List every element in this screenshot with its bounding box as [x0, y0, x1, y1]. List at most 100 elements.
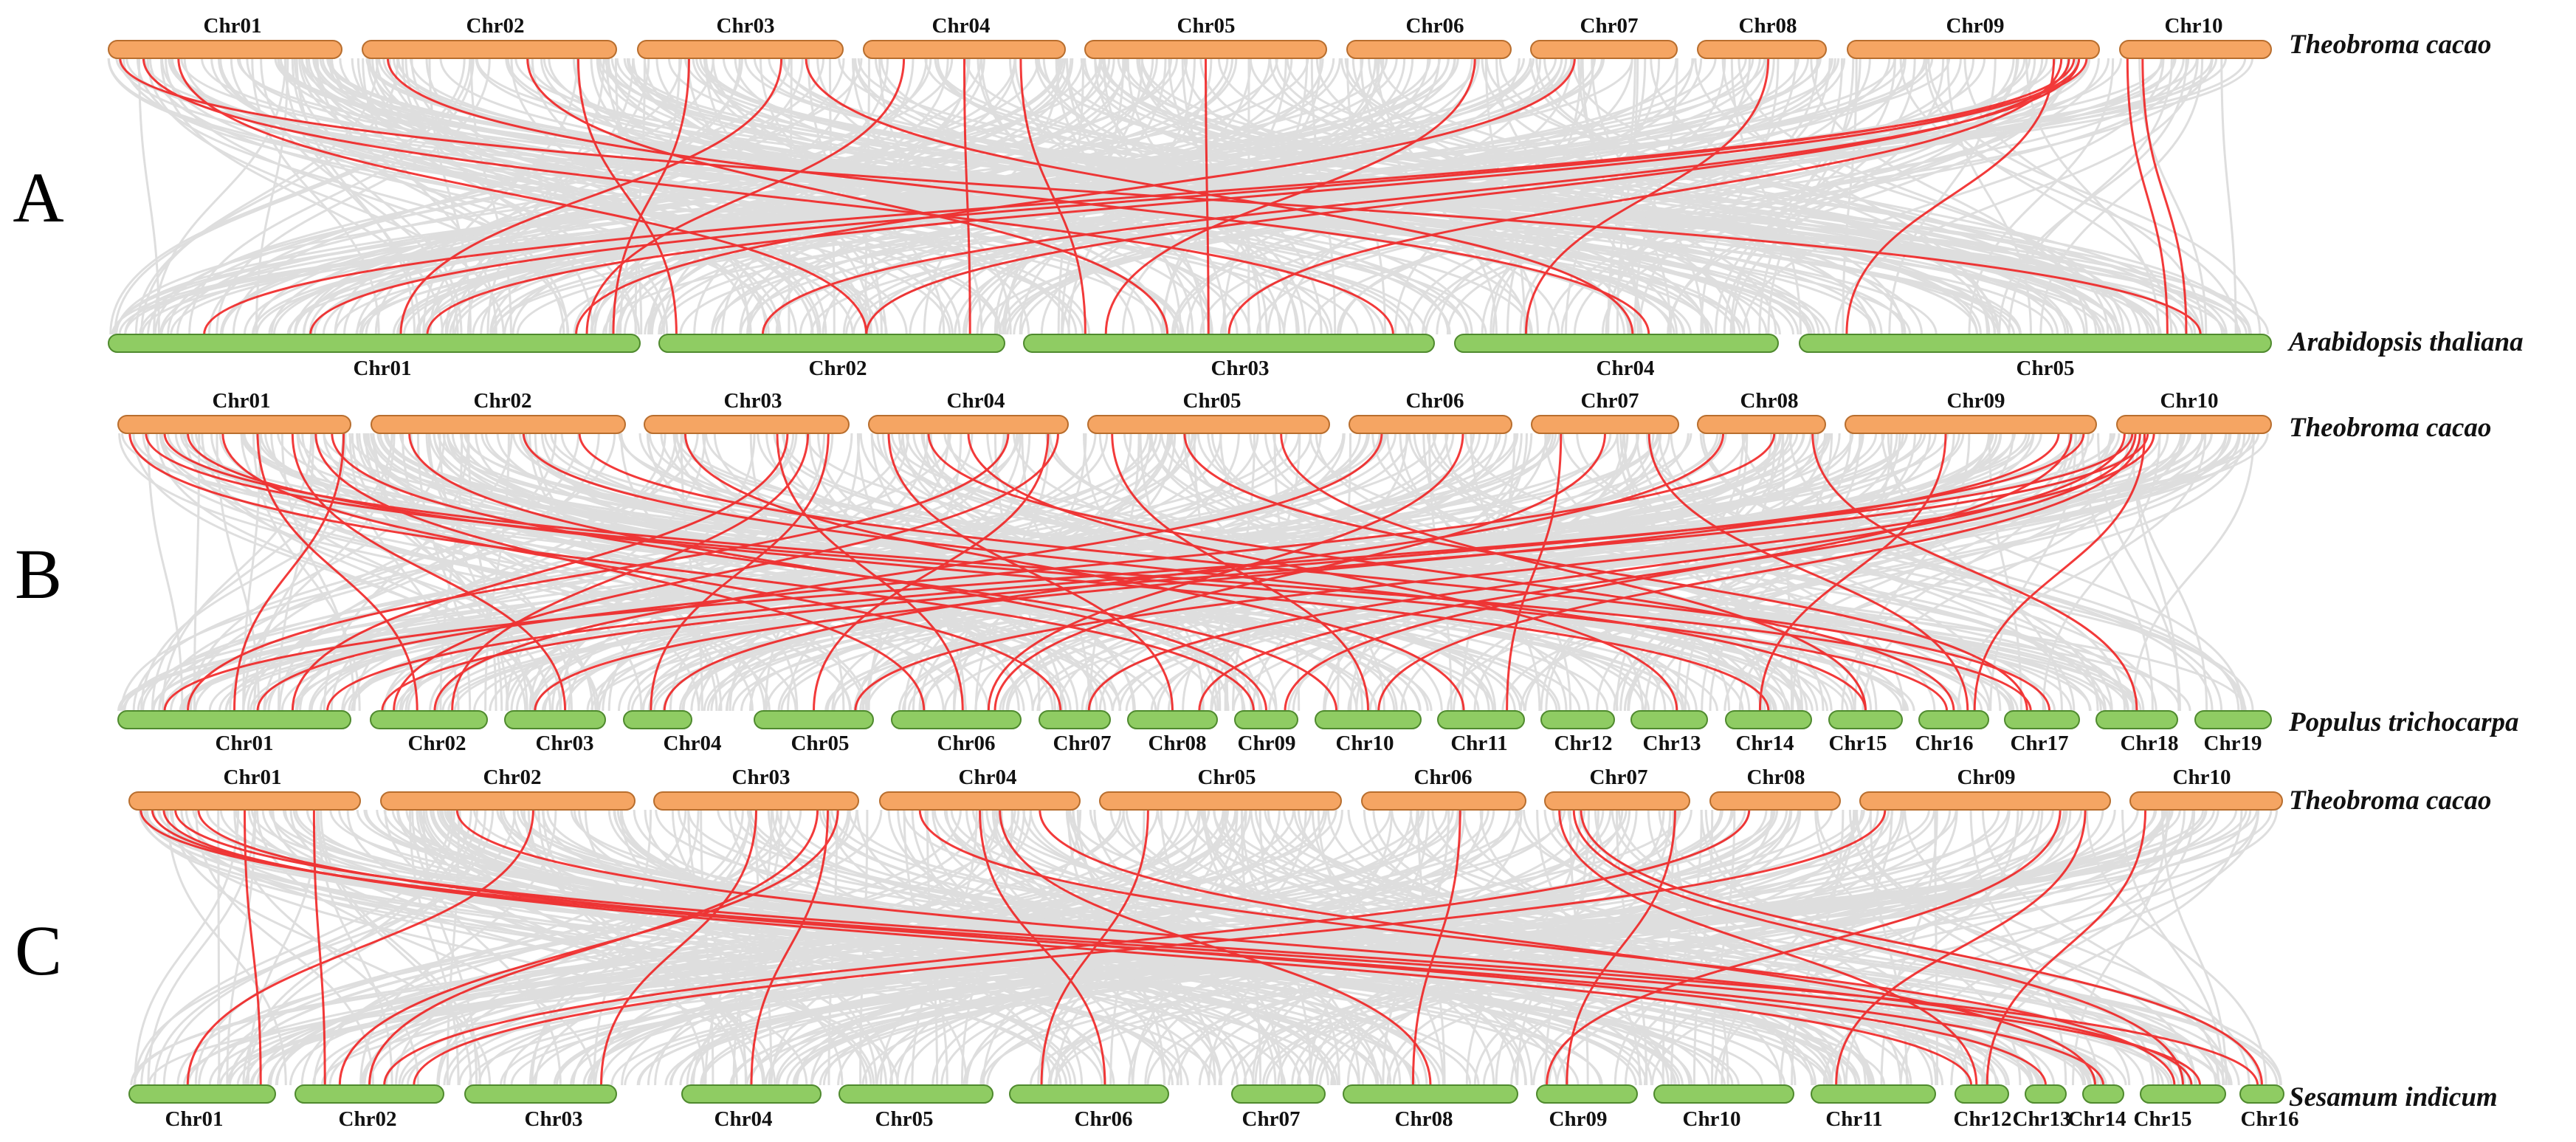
background-link — [140, 809, 453, 1086]
background-link — [671, 809, 878, 1086]
top-chromosome-label: Chr05 — [1177, 14, 1236, 38]
bottom-chromosome-bar — [117, 710, 351, 729]
background-link — [1741, 433, 2240, 712]
background-link — [159, 433, 852, 712]
highlight-link — [854, 433, 2155, 712]
top-chromosome-bar — [371, 415, 626, 434]
background-link — [370, 433, 1378, 712]
background-link — [2008, 58, 2173, 335]
background-link — [229, 809, 850, 1086]
background-link — [1406, 58, 1907, 335]
panel-letter: A — [13, 158, 63, 237]
highlight-link — [576, 58, 678, 335]
background-link — [616, 58, 2073, 335]
background-link — [931, 809, 1459, 1086]
bottom-species-label: Sesamum indicum — [2289, 1082, 2498, 1112]
bottom-chromosome-bar — [2004, 710, 2080, 729]
background-link — [300, 58, 2252, 335]
background-link — [312, 809, 1391, 1086]
top-chromosome-label: Chr05 — [1198, 766, 1256, 789]
bottom-chromosome-bar — [1955, 1084, 2009, 1104]
top-chromosome-label: Chr02 — [474, 389, 532, 413]
background-link — [693, 58, 971, 335]
highlight-link — [291, 433, 567, 712]
highlight-link — [1973, 433, 2146, 712]
bottom-chromosome-bar — [2194, 710, 2272, 729]
bottom-chromosome-bar — [1918, 710, 1989, 729]
top-chromosome-bar — [380, 791, 636, 811]
highlight-link — [1986, 809, 2147, 1086]
background-link — [1862, 433, 2141, 712]
bottom-chromosome-label: Chr02 — [809, 357, 867, 380]
top-chromosome-bar — [128, 791, 361, 811]
highlight-link — [2126, 58, 2169, 335]
background-link — [531, 58, 827, 335]
top-chromosome-bar — [879, 791, 1081, 811]
bottom-chromosome-label: Chr04 — [714, 1107, 773, 1131]
top-chromosome-label: Chr09 — [1947, 389, 2005, 413]
top-chromosome-bar — [868, 415, 1069, 434]
background-link — [695, 58, 2187, 335]
background-link — [295, 58, 416, 335]
background-link — [1252, 433, 1523, 712]
highlight-link — [1280, 433, 1867, 712]
bottom-chromosome-label: Chr15 — [1829, 732, 1887, 755]
bottom-chromosome-label: Chr09 — [1549, 1107, 1608, 1131]
highlight-link — [918, 809, 2176, 1086]
background-link — [176, 58, 954, 335]
top-chromosome-label: Chr06 — [1406, 389, 1464, 413]
background-link — [923, 433, 1639, 712]
top-chromosome-bar — [1349, 415, 1512, 434]
background-link — [1495, 58, 1642, 335]
bottom-chromosome-bar — [1653, 1084, 1794, 1104]
background-link — [317, 809, 393, 1086]
background-link — [692, 809, 999, 1086]
background-link — [1089, 433, 1140, 712]
background-link — [235, 809, 1580, 1086]
top-chromosomes: Chr01 Chr02 Chr03 Chr04 Chr05 Chr06 Chr07 Chr08… — [108, 14, 2272, 59]
background-link — [667, 58, 1979, 335]
background-link — [1529, 58, 2000, 335]
bottom-chromosome-bar — [1630, 710, 1708, 729]
background-link — [323, 433, 470, 712]
highlight-link — [805, 58, 1634, 335]
background-link — [320, 809, 481, 1086]
bottom-chromosome-label: Chr18 — [2121, 732, 2179, 755]
background-link — [1148, 433, 1801, 712]
highlight-link — [383, 809, 1751, 1086]
background-link — [1136, 58, 1678, 335]
highlight-link — [163, 433, 2032, 712]
highlight-link — [1506, 433, 1563, 712]
bottom-chromosome-label: Chr08 — [1395, 1107, 1453, 1131]
background-link — [320, 809, 2215, 1086]
background-link — [842, 58, 1364, 335]
background-link — [155, 433, 527, 712]
bottom-chromosome-label: Chr01 — [216, 732, 274, 755]
bottom-chromosome-bar — [108, 334, 641, 353]
background-link — [1651, 809, 2259, 1086]
bottom-chromosome-label: Chr16 — [2241, 1107, 2299, 1131]
background-link — [134, 58, 399, 335]
top-chromosomes: Chr01 Chr02 Chr03 Chr04 Chr05 Chr06 Chr07 Chr08… — [117, 389, 2272, 434]
background-link — [595, 433, 1194, 712]
bottom-chromosome-label: Chr12 — [1554, 732, 1613, 755]
bottom-chromosome-bar — [658, 334, 1005, 353]
highlight-link — [197, 809, 2047, 1086]
background-link — [1473, 433, 1826, 712]
background-link — [433, 433, 1106, 712]
background-link — [2220, 58, 2237, 335]
background-link — [1988, 433, 2022, 712]
bottom-chromosome-bar — [1799, 334, 2272, 353]
highlight-link — [413, 809, 1887, 1086]
background-link — [140, 809, 1068, 1086]
background-link — [1969, 809, 2067, 1086]
highlight-links — [140, 809, 2263, 1086]
top-chromosome-bar — [863, 40, 1066, 59]
highlight-link — [963, 58, 971, 335]
background-link — [1344, 58, 2132, 335]
top-chromosome-label: Chr04 — [932, 14, 991, 38]
highlight-link — [314, 433, 926, 712]
top-chromosome-label: Chr09 — [1957, 766, 2016, 789]
background-link — [351, 58, 819, 335]
background-link — [965, 809, 1413, 1086]
